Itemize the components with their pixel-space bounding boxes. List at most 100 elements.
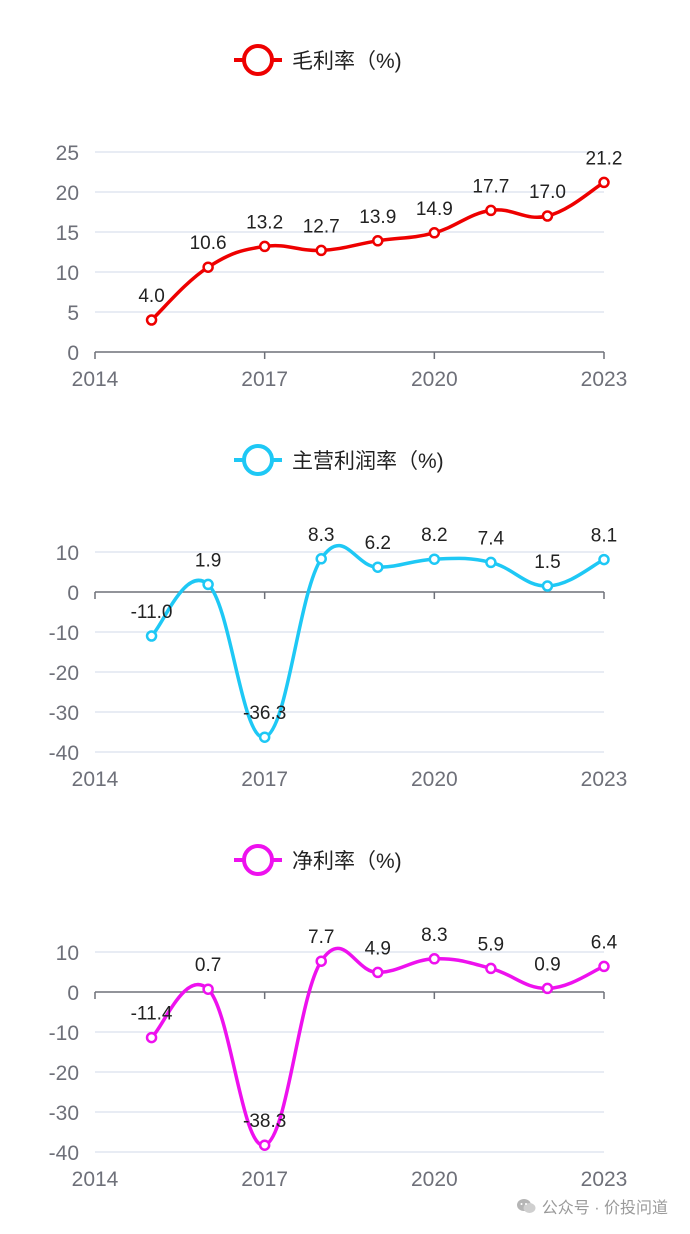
data-point (315, 553, 327, 565)
data-label: 8.3 (421, 925, 447, 946)
data-label: -36.3 (243, 703, 286, 724)
data-point (541, 982, 554, 995)
x-tick-label: 2017 (241, 368, 288, 391)
data-point (315, 955, 327, 967)
data-point (202, 578, 214, 591)
data-point (145, 630, 158, 642)
data-label: -11.0 (131, 602, 173, 623)
data-label: 8.3 (308, 525, 334, 546)
net-margin-chart: 净利率（%) -40 -30 -20 -10 0 10 2014 2017 2020 2023 -11… (49, 844, 628, 1191)
watermark-text: 公众号 · 价投问道 (541, 1200, 668, 1217)
x-tick-label: 2020 (411, 1168, 458, 1191)
data-label: 14.9 (416, 199, 453, 220)
data-point (372, 235, 384, 247)
y-tick-label: 0 (67, 982, 79, 1005)
data-point (428, 953, 441, 965)
data-label: 6.4 (591, 932, 618, 953)
legend-label: 主营利润率（%) (292, 450, 444, 473)
data-point (258, 731, 271, 743)
legend-marker (242, 844, 274, 876)
y-tick-label: -40 (49, 742, 79, 765)
y-tick-label: -30 (49, 702, 79, 725)
data-label: 21.2 (586, 148, 623, 169)
x-tick-label: 2014 (72, 368, 119, 391)
data-point (598, 960, 610, 973)
operating-margin-chart: 主营利润率（%) -40 -30 -20 -10 0 10 2014 2017 2020 2023 -… (49, 444, 628, 791)
y-tick-label: -30 (49, 1102, 79, 1125)
data-point (372, 561, 384, 573)
x-tick-label: 2023 (581, 1168, 628, 1191)
x-tick-label: 2020 (411, 768, 458, 791)
y-tick-label: 20 (56, 182, 79, 205)
data-point (485, 556, 497, 569)
data-point (202, 261, 214, 273)
gross-margin-chart: 毛利率（%) 0 5 10 15 20 25 2014 2017 2020 2023 4.0 10.6 1… (56, 44, 628, 391)
series-line (150, 543, 605, 739)
data-point (372, 966, 384, 979)
legend-marker (242, 444, 274, 476)
data-point (428, 227, 441, 239)
legend-label: 净利率（%) (292, 850, 402, 873)
data-label: 8.1 (591, 526, 617, 547)
data-point (541, 210, 554, 222)
data-point (485, 962, 497, 975)
x-tick-label: 2020 (411, 368, 458, 391)
data-point (485, 204, 497, 217)
wechat-icon (516, 1199, 536, 1213)
y-tick-label: -40 (49, 1142, 79, 1165)
data-point (598, 553, 610, 566)
data-label: 10.6 (190, 233, 227, 254)
series-line (150, 946, 605, 1147)
data-label: 1.5 (534, 552, 560, 573)
y-tick-label: 10 (56, 262, 79, 285)
data-point (145, 1031, 158, 1044)
data-label: 4.9 (365, 938, 391, 959)
data-label: 17.0 (529, 182, 566, 203)
data-label: 8.2 (421, 525, 447, 546)
data-point (315, 244, 327, 257)
data-label: -11.4 (131, 1004, 173, 1025)
data-label: 7.7 (308, 927, 334, 948)
x-tick-label: 2014 (72, 768, 119, 791)
legend-label: 毛利率（%) (292, 50, 402, 73)
y-tick-label: 5 (67, 302, 79, 325)
data-label: 1.9 (195, 550, 221, 571)
y-tick-label: 10 (56, 542, 79, 565)
y-tick-label: -20 (49, 1062, 79, 1085)
data-point (541, 580, 554, 592)
data-point (202, 983, 214, 995)
y-tick-label: 10 (56, 942, 79, 965)
data-label: -38.3 (243, 1111, 286, 1132)
data-point (598, 176, 610, 189)
data-label: 7.4 (478, 528, 505, 549)
x-tick-label: 2017 (241, 1168, 288, 1191)
data-point (258, 1139, 271, 1151)
y-tick-label: 0 (67, 342, 79, 365)
data-label: 0.7 (195, 955, 221, 976)
data-label: 4.0 (138, 286, 164, 307)
data-label: 0.9 (534, 954, 560, 975)
x-tick-label: 2023 (581, 768, 628, 791)
y-tick-label: -10 (49, 1022, 79, 1045)
data-label: 17.7 (472, 176, 509, 197)
y-tick-label: -20 (49, 662, 79, 685)
watermark: 公众号 · 价投问道 (516, 1194, 668, 1218)
legend: 毛利率（%) (234, 44, 402, 76)
x-tick-label: 2023 (581, 368, 628, 391)
data-label: 5.9 (478, 934, 504, 955)
data-label: 6.2 (365, 533, 391, 554)
y-tick-label: 0 (67, 582, 79, 605)
legend: 主营利润率（%) (234, 444, 444, 476)
data-point (145, 314, 158, 326)
x-tick-label: 2014 (72, 1168, 119, 1191)
data-point (258, 240, 271, 253)
y-tick-label: -10 (49, 622, 79, 645)
y-tick-label: 25 (56, 142, 79, 165)
data-label: 12.7 (303, 216, 340, 237)
legend-marker (242, 44, 274, 76)
data-point (428, 553, 441, 565)
data-label: 13.2 (246, 212, 283, 233)
x-tick-label: 2017 (241, 768, 288, 791)
y-tick-label: 15 (56, 222, 79, 245)
